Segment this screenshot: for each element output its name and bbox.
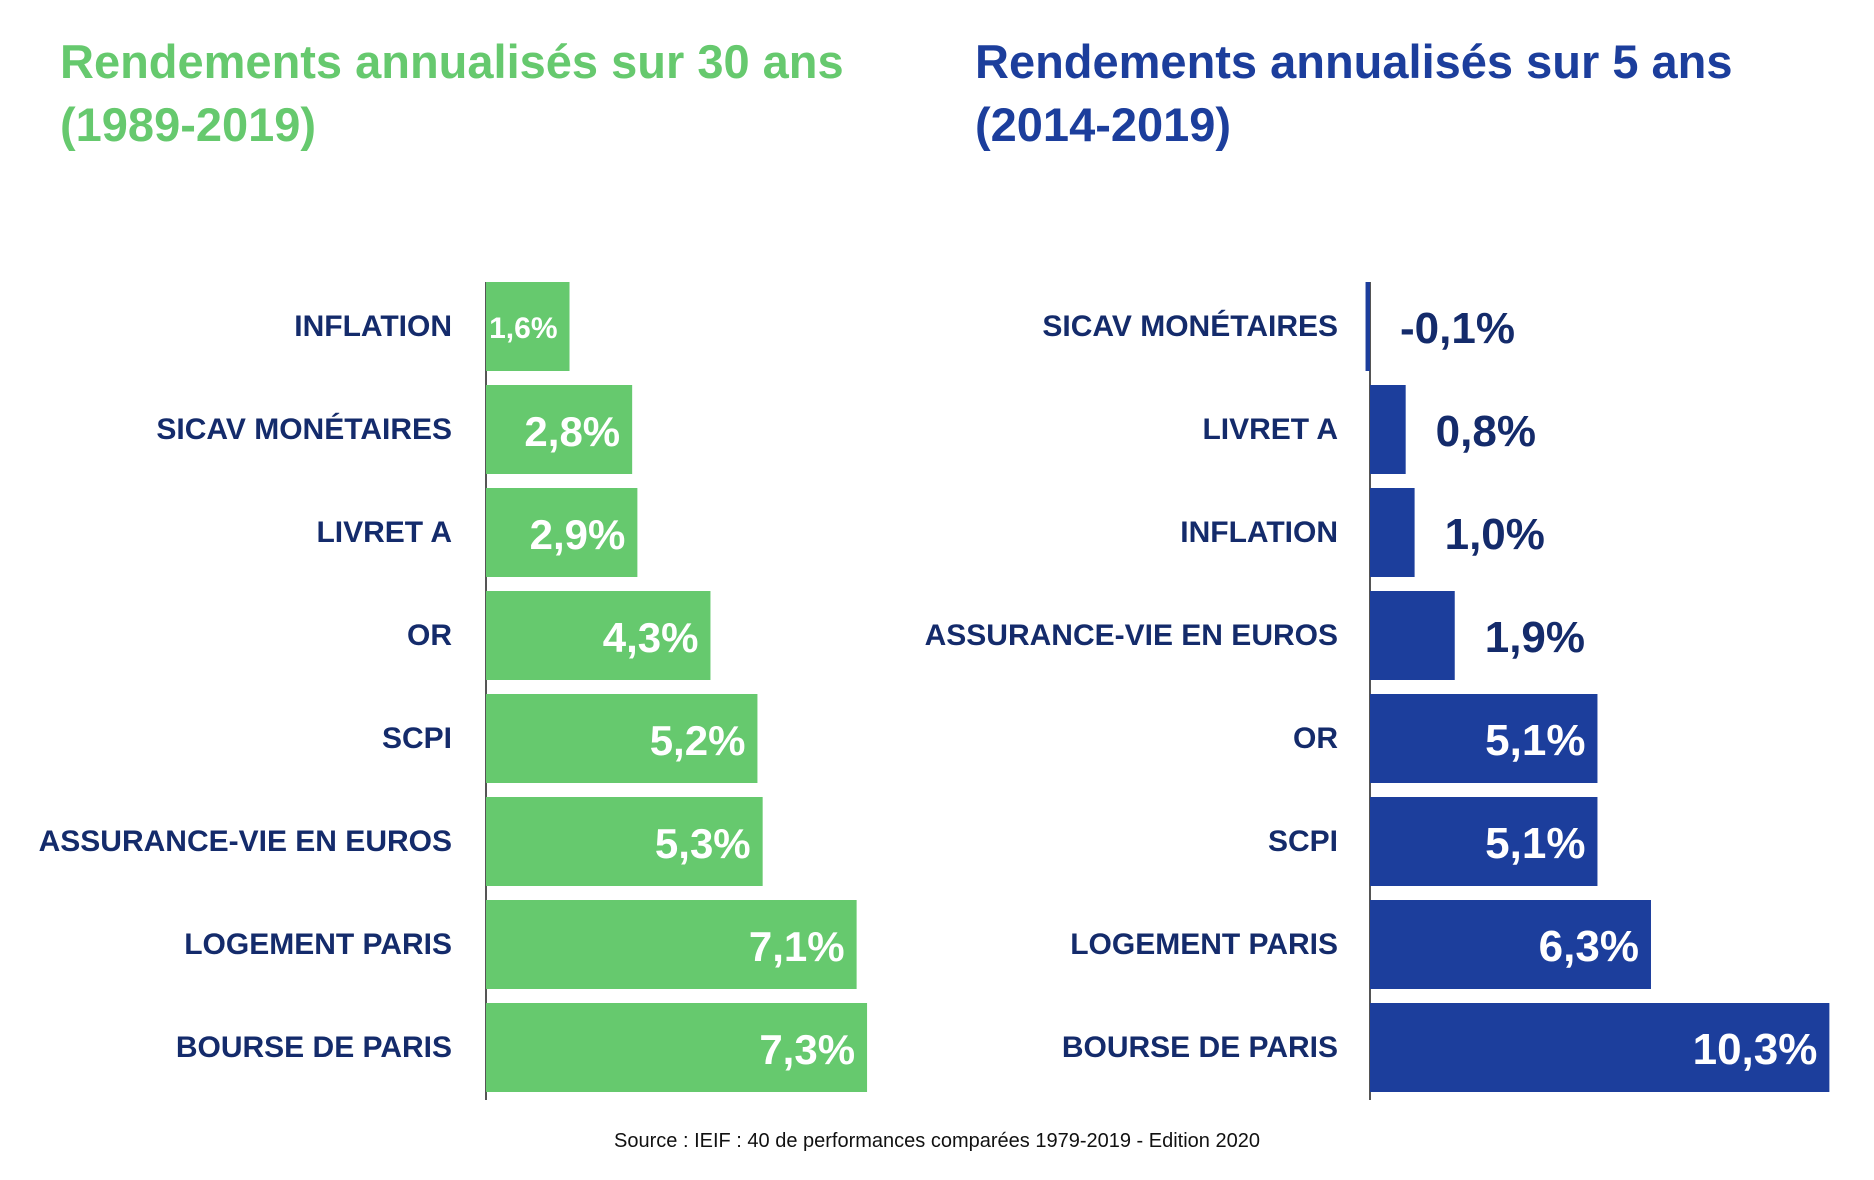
chart-5-ans-bar	[1370, 694, 1598, 783]
chart-5-ans-value-label: 10,3%	[1693, 1025, 1818, 1074]
chart-5-ans-category-label: LOGEMENT PARIS	[1070, 928, 1338, 961]
chart-title-30-ans-line2: (1989-2019)	[60, 98, 317, 151]
chart-title-30-ans: Rendements annualisés sur 30 ans (1989-2…	[60, 30, 960, 156]
chart-30-ans-category-label: SCPI	[382, 722, 452, 755]
chart-30-ans-value-label: 7,1%	[749, 923, 845, 970]
chart-5-ans-bar	[1370, 591, 1455, 680]
chart-title-30-ans-line1: Rendements annualisés sur 30 ans	[60, 35, 844, 88]
chart-30-ans: INFLATION 1,6% SICAV MONÉTAIRES 2,8% LIVRET …	[39, 282, 868, 1100]
chart-title-5-ans-line2: (2014-2019)	[975, 98, 1232, 151]
chart-5-ans-category-label: SICAV MONÉTAIRES	[1042, 309, 1338, 343]
chart-5-ans-value-label: 1,0%	[1445, 510, 1545, 559]
chart-30-ans-value-label: 7,3%	[759, 1026, 855, 1073]
chart-30-ans-category-label: OR	[407, 619, 452, 652]
chart-5-ans-category-label: LIVRET A	[1202, 413, 1338, 446]
source-note: Source : IEIF : 40 de performances compa…	[614, 1130, 1260, 1152]
chart-5-ans-category-label: SCPI	[1268, 825, 1338, 858]
chart-30-ans-bar	[486, 591, 711, 680]
chart-30-ans-category-label: BOURSE DE PARIS	[176, 1031, 452, 1064]
chart-30-ans-bar	[486, 282, 570, 371]
chart-30-ans-value-label: 2,9%	[530, 511, 626, 558]
chart-5-ans-bar	[1370, 900, 1651, 989]
chart-5-ans-category-label: ASSURANCE-VIE EN EUROS	[925, 619, 1338, 652]
chart-30-ans-category-label: ASSURANCE-VIE EN EUROS	[39, 825, 452, 858]
chart-30-ans-bar	[486, 797, 763, 886]
chart-title-5-ans: Rendements annualisés sur 5 ans (2014-20…	[975, 30, 1874, 156]
chart-30-ans-bar	[486, 694, 758, 783]
chart-30-ans-value-label: 5,2%	[650, 717, 746, 764]
chart-30-ans-value-label: 4,3%	[603, 614, 699, 661]
chart-5-ans-value-label: 1,9%	[1485, 613, 1585, 662]
chart-30-ans-value-label: 1,6%	[489, 312, 557, 345]
chart-5-ans-category-label: INFLATION	[1180, 516, 1338, 549]
chart-title-5-ans-line1: Rendements annualisés sur 5 ans	[975, 35, 1733, 88]
chart-30-ans-value-label: 2,8%	[524, 408, 620, 455]
chart-5-ans-bar	[1370, 488, 1415, 577]
chart-30-ans-category-label: LOGEMENT PARIS	[184, 928, 452, 961]
chart-30-ans-bar	[486, 900, 857, 989]
chart-5-ans-bar	[1370, 797, 1598, 886]
chart-5-ans-value-label: 5,1%	[1485, 819, 1585, 868]
chart-5-ans-bar	[1370, 385, 1406, 474]
chart-5-ans-value-label: 6,3%	[1539, 922, 1639, 971]
chart-30-ans-value-label: 5,3%	[655, 820, 751, 867]
chart-30-ans-category-label: LIVRET A	[316, 516, 452, 549]
chart-5-ans-bar	[1370, 1003, 1830, 1092]
chart-5-ans-value-label: 5,1%	[1485, 716, 1585, 765]
chart-5-ans-value-label: -0,1%	[1400, 304, 1515, 353]
chart-30-ans-bar	[486, 385, 633, 474]
chart-30-ans-category-label: INFLATION	[294, 310, 452, 343]
chart-5-ans-category-label: BOURSE DE PARIS	[1062, 1031, 1338, 1064]
chart-30-ans-bar	[486, 1003, 868, 1092]
chart-5-ans: SICAV MONÉTAIRES -0,1% LIVRET A 0,8% INFLATI…	[925, 282, 1830, 1100]
chart-5-ans-value-label: 0,8%	[1436, 407, 1536, 456]
chart-30-ans-bar	[486, 488, 638, 577]
chart-5-ans-category-label: OR	[1293, 722, 1338, 755]
chart-30-ans-category-label: SICAV MONÉTAIRES	[156, 412, 452, 446]
chart-5-ans-bar	[1365, 282, 1370, 371]
